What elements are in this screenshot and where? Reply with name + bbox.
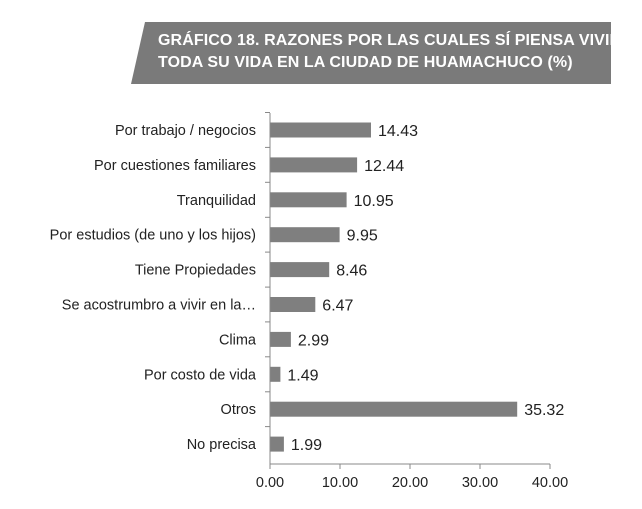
bar xyxy=(270,192,347,208)
value-labels-group: 14.43 12.44 10.95 9.95 8.46 6.47 2.99 1.49 35.32… xyxy=(287,123,564,454)
value-label: 1.49 xyxy=(287,367,318,384)
chart-title: GRÁFICO 18. RAZONES POR LAS CUALES SÍ PI… xyxy=(158,30,622,74)
bar xyxy=(270,157,358,173)
bar xyxy=(270,297,316,312)
bar xyxy=(270,366,281,382)
chart-title-line-1: GRÁFICO 18. RAZONES POR LAS CUALES SÍ PI… xyxy=(158,32,622,49)
category-label: Clima xyxy=(219,332,257,348)
x-tick-label: 30.00 xyxy=(462,475,498,491)
category-label: Por costo de vida xyxy=(144,367,257,383)
bar xyxy=(270,262,330,278)
bar xyxy=(270,436,284,452)
value-label: 10.95 xyxy=(354,193,394,210)
x-tick-label: 40.00 xyxy=(532,475,568,491)
chart-title-line-2: TODA SU VIDA EN LA CIUDAD DE HUAMACHUCO … xyxy=(158,54,573,71)
category-label: Por cuestiones familiares xyxy=(94,158,256,174)
category-label: Por estudios (de uno y los hijos) xyxy=(50,228,256,244)
value-label: 1.99 xyxy=(291,437,322,454)
x-tick-label: 20.00 xyxy=(392,475,428,491)
value-label: 9.95 xyxy=(347,228,378,245)
category-labels-group: Por trabajo / negocios Por cuestiones fam… xyxy=(50,123,257,453)
value-label: 8.46 xyxy=(336,263,367,280)
category-label: Se acostrumbro a vivir en la… xyxy=(62,298,256,314)
value-label: 2.99 xyxy=(298,332,329,349)
value-label: 35.32 xyxy=(524,402,564,419)
value-label: 14.43 xyxy=(378,123,418,140)
value-label: 12.44 xyxy=(364,158,404,175)
bars-group xyxy=(270,122,518,452)
x-tick-label: 10.00 xyxy=(322,475,358,491)
category-label: Tiene Propiedades xyxy=(135,263,256,279)
category-label: Otros xyxy=(221,402,256,418)
category-label: Tranquilidad xyxy=(177,193,256,209)
x-axis: 0.00 10.00 20.00 30.00 40.00 xyxy=(256,112,568,491)
bar xyxy=(270,122,371,138)
bar xyxy=(270,227,340,243)
x-tick-label: 0.00 xyxy=(256,475,284,491)
bar xyxy=(270,401,518,417)
category-label: Por trabajo / negocios xyxy=(115,123,256,139)
bar xyxy=(270,331,291,347)
value-label: 6.47 xyxy=(322,298,353,315)
title-banner xyxy=(131,22,611,84)
category-label: No precisa xyxy=(187,437,257,453)
